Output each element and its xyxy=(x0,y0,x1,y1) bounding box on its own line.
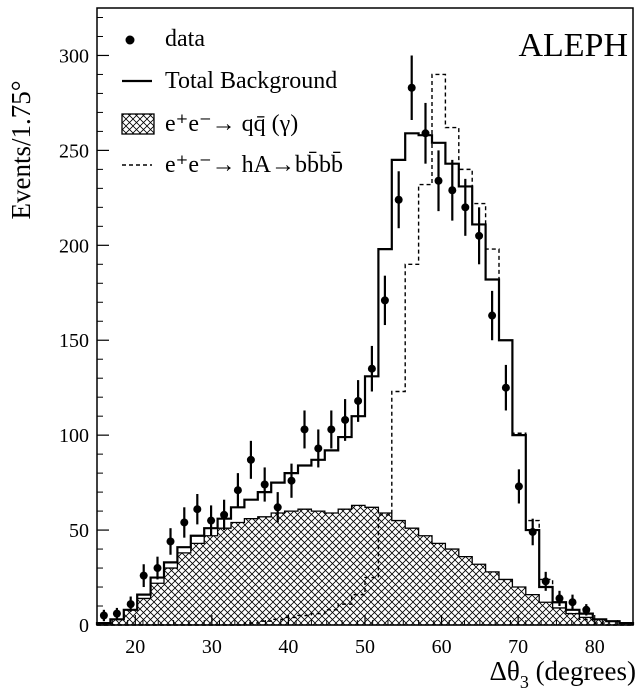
data-point xyxy=(501,383,510,392)
legend-hatched-box xyxy=(121,113,155,135)
data-point xyxy=(180,518,189,527)
data-points xyxy=(99,55,591,622)
data-point xyxy=(434,176,443,185)
x-axis-label-symbol: Δθ xyxy=(490,656,520,686)
data-point xyxy=(166,537,175,546)
y-tick-label: 100 xyxy=(59,425,89,447)
y-axis-label: Events/1.75° xyxy=(6,80,36,219)
legend-label: e⁺e⁻→ hA→bb̄bb̄ xyxy=(165,152,343,178)
data-point xyxy=(541,577,550,586)
data-point xyxy=(341,415,350,424)
data-point xyxy=(139,571,148,580)
data-point xyxy=(568,598,577,607)
data-point xyxy=(99,611,108,620)
data-point xyxy=(193,505,202,514)
data-point xyxy=(367,364,376,373)
data-point xyxy=(220,510,229,519)
y-tick-label: 300 xyxy=(59,45,89,67)
x-axis-label: Δθ3 (degrees) xyxy=(490,656,636,692)
data-point xyxy=(555,594,564,603)
x-axis-label-subscript: 3 xyxy=(520,672,529,692)
y-tick-label: 150 xyxy=(59,330,89,352)
data-point xyxy=(407,83,416,92)
legend-label: Total Background xyxy=(165,68,337,94)
data-point xyxy=(488,311,497,320)
data-point xyxy=(273,503,282,512)
data-point xyxy=(528,527,537,536)
data-point xyxy=(514,482,523,491)
data-point xyxy=(582,605,591,614)
x-axis-label-unit: (degrees) xyxy=(529,656,636,686)
data-point xyxy=(300,425,309,434)
x-tick-label: 80 xyxy=(585,636,605,658)
y-tick-label: 200 xyxy=(59,235,89,257)
data-point xyxy=(246,455,255,464)
data-point xyxy=(153,564,162,573)
legend-label: e⁺e⁻→ qq̄ (γ) xyxy=(165,111,298,137)
data-point xyxy=(327,425,336,434)
x-tick-label: 30 xyxy=(202,636,222,658)
legend: data Total Background e⁺e⁻→ qq̄ (γ) e⁺e⁻→ h… xyxy=(121,26,343,178)
y-tick-label: 50 xyxy=(69,520,89,542)
legend-data-marker xyxy=(125,35,135,45)
axes: 20 30 40 50 60 70 80 0 50 100 150 200 250 300 xyxy=(59,16,634,658)
x-tick-label: 70 xyxy=(508,636,528,658)
data-point xyxy=(314,444,323,453)
data-point xyxy=(380,296,389,305)
data-point xyxy=(233,486,242,495)
data-point xyxy=(461,203,470,212)
data-point xyxy=(448,186,457,195)
legend-label: data xyxy=(165,26,205,52)
x-tick-label: 40 xyxy=(278,636,298,658)
qq-background-histogram xyxy=(96,504,634,626)
data-point xyxy=(475,231,484,240)
data-point xyxy=(287,476,296,485)
data-point xyxy=(126,600,135,609)
data-point xyxy=(112,609,121,618)
data-point xyxy=(421,129,430,138)
data-point xyxy=(207,516,216,525)
x-tick-label: 50 xyxy=(355,636,375,658)
data-point xyxy=(394,195,403,204)
y-tick-label: 0 xyxy=(79,615,89,637)
x-tick-label: 60 xyxy=(432,636,452,658)
data-point xyxy=(354,396,363,405)
data-point xyxy=(260,480,269,489)
experiment-label: ALEPH xyxy=(518,27,628,64)
x-tick-label: 20 xyxy=(125,636,145,658)
y-tick-label: 250 xyxy=(59,140,89,162)
